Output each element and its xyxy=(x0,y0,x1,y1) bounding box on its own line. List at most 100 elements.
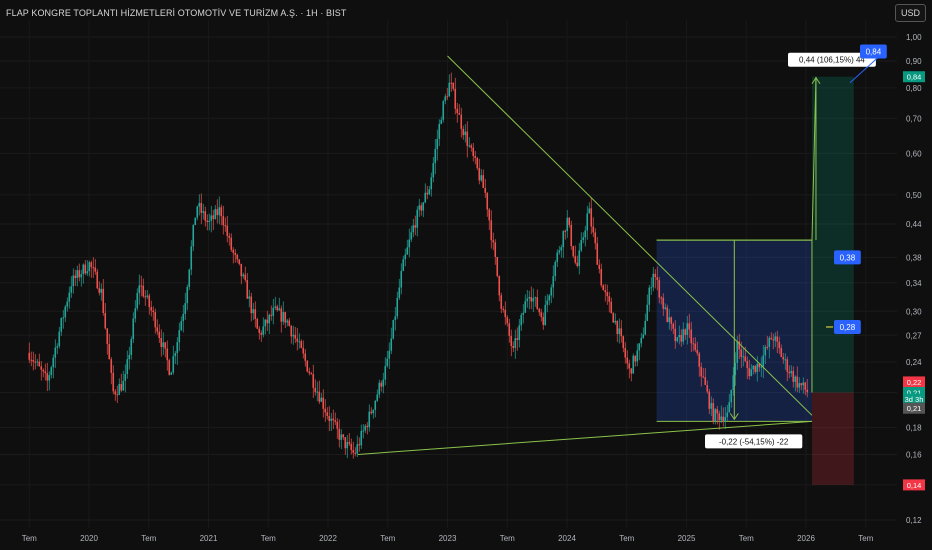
candle-body xyxy=(478,168,481,181)
entry-price-badge-bg xyxy=(834,319,861,334)
candle-body xyxy=(592,226,595,233)
y-tick-label: 0,44 xyxy=(906,220,922,229)
candle-body xyxy=(450,82,453,84)
candle-body xyxy=(632,355,635,374)
candle-body xyxy=(442,101,445,120)
candle-body xyxy=(130,339,133,355)
candle-body xyxy=(708,391,711,409)
candle-body xyxy=(734,362,737,376)
candle-body xyxy=(178,330,181,343)
projection-base xyxy=(656,239,813,393)
x-tick-label: Tem xyxy=(22,534,37,543)
candle-body xyxy=(742,356,745,358)
candle-body xyxy=(270,314,273,316)
candle-body xyxy=(500,295,503,309)
candle-body xyxy=(662,297,665,309)
candle-body xyxy=(578,250,581,267)
candle-body xyxy=(570,224,573,247)
x-tick-label: 2025 xyxy=(678,534,696,543)
axis-price-badge xyxy=(903,376,925,388)
candle-body xyxy=(638,343,641,351)
candle-body xyxy=(480,175,483,181)
candle-body xyxy=(740,349,743,357)
candle-body xyxy=(342,434,345,438)
candle-body xyxy=(540,312,543,317)
candle-body xyxy=(106,328,109,344)
candle-body xyxy=(700,366,703,377)
chart-title: FLAP KONGRE TOPLANTI HİZMETLERİ OTOMOTİV… xyxy=(6,8,347,18)
axis-price-badge-label: 0,21 xyxy=(907,404,922,413)
candle-body xyxy=(78,270,81,278)
candle-body xyxy=(242,274,245,277)
x-tick-label: 2021 xyxy=(200,534,218,543)
candle-body xyxy=(538,308,541,313)
candle-body xyxy=(276,306,279,311)
candle-body xyxy=(684,329,687,335)
candle-body xyxy=(240,263,243,277)
candle-body xyxy=(488,209,491,221)
target-label: 0,44 (106,15%) 44 xyxy=(799,56,865,65)
candle-body xyxy=(422,202,425,211)
candle-body xyxy=(82,264,85,275)
candle-body xyxy=(790,370,793,374)
x-tick-label: 2024 xyxy=(558,534,576,543)
candles xyxy=(28,72,809,459)
candle-body xyxy=(424,192,427,203)
candle-body xyxy=(788,371,791,374)
candle-body xyxy=(34,361,37,363)
candle-body xyxy=(202,211,205,213)
candle-body xyxy=(474,156,477,158)
candle-body xyxy=(148,295,151,307)
candle-body xyxy=(116,394,119,396)
candle-body xyxy=(730,390,733,403)
candle-body xyxy=(654,273,657,278)
candle-body xyxy=(52,357,55,368)
candle-body xyxy=(134,308,137,319)
candle-body xyxy=(124,373,127,381)
candle-body xyxy=(58,331,61,347)
candle-body xyxy=(390,338,393,351)
projection-line xyxy=(811,76,817,241)
candle-body xyxy=(676,337,679,342)
candle-body xyxy=(602,285,605,291)
y-tick-label: 0,70 xyxy=(906,114,922,123)
candle-body xyxy=(282,312,285,322)
candle-body xyxy=(264,319,267,327)
axis-price-badge xyxy=(903,71,925,83)
candle-body xyxy=(362,430,365,432)
candle-body xyxy=(388,350,391,359)
candle-body xyxy=(262,326,265,335)
candle-body xyxy=(556,252,559,262)
candle-body xyxy=(768,337,771,347)
candle-body xyxy=(448,82,451,97)
currency-button[interactable]: USD xyxy=(894,4,926,22)
candle-body xyxy=(434,149,437,164)
x-tick-label: 2026 xyxy=(797,534,815,543)
grid xyxy=(0,20,897,528)
candle-body xyxy=(648,287,651,305)
candle-body xyxy=(470,145,473,148)
candle-body xyxy=(720,416,723,421)
candle-body xyxy=(728,402,731,413)
candle-body xyxy=(122,380,125,391)
x-tick-label: 2023 xyxy=(439,534,457,543)
candle-body xyxy=(32,360,35,362)
candle-body xyxy=(402,259,405,271)
candle-body xyxy=(190,246,193,270)
candle-body xyxy=(446,96,449,98)
candle-body xyxy=(224,225,227,227)
candle-body xyxy=(336,421,339,429)
candle-body xyxy=(252,309,255,314)
candle-body xyxy=(158,331,161,339)
candle-body xyxy=(226,225,229,236)
candle-body xyxy=(772,339,775,341)
candle-body xyxy=(234,252,237,255)
candle-body xyxy=(346,442,349,449)
candle-body xyxy=(706,385,709,392)
candle-body xyxy=(554,261,557,277)
candle-body xyxy=(398,287,401,298)
candle-body xyxy=(682,329,685,342)
candle-body xyxy=(580,239,583,251)
y-tick-label: 0,60 xyxy=(906,149,922,158)
